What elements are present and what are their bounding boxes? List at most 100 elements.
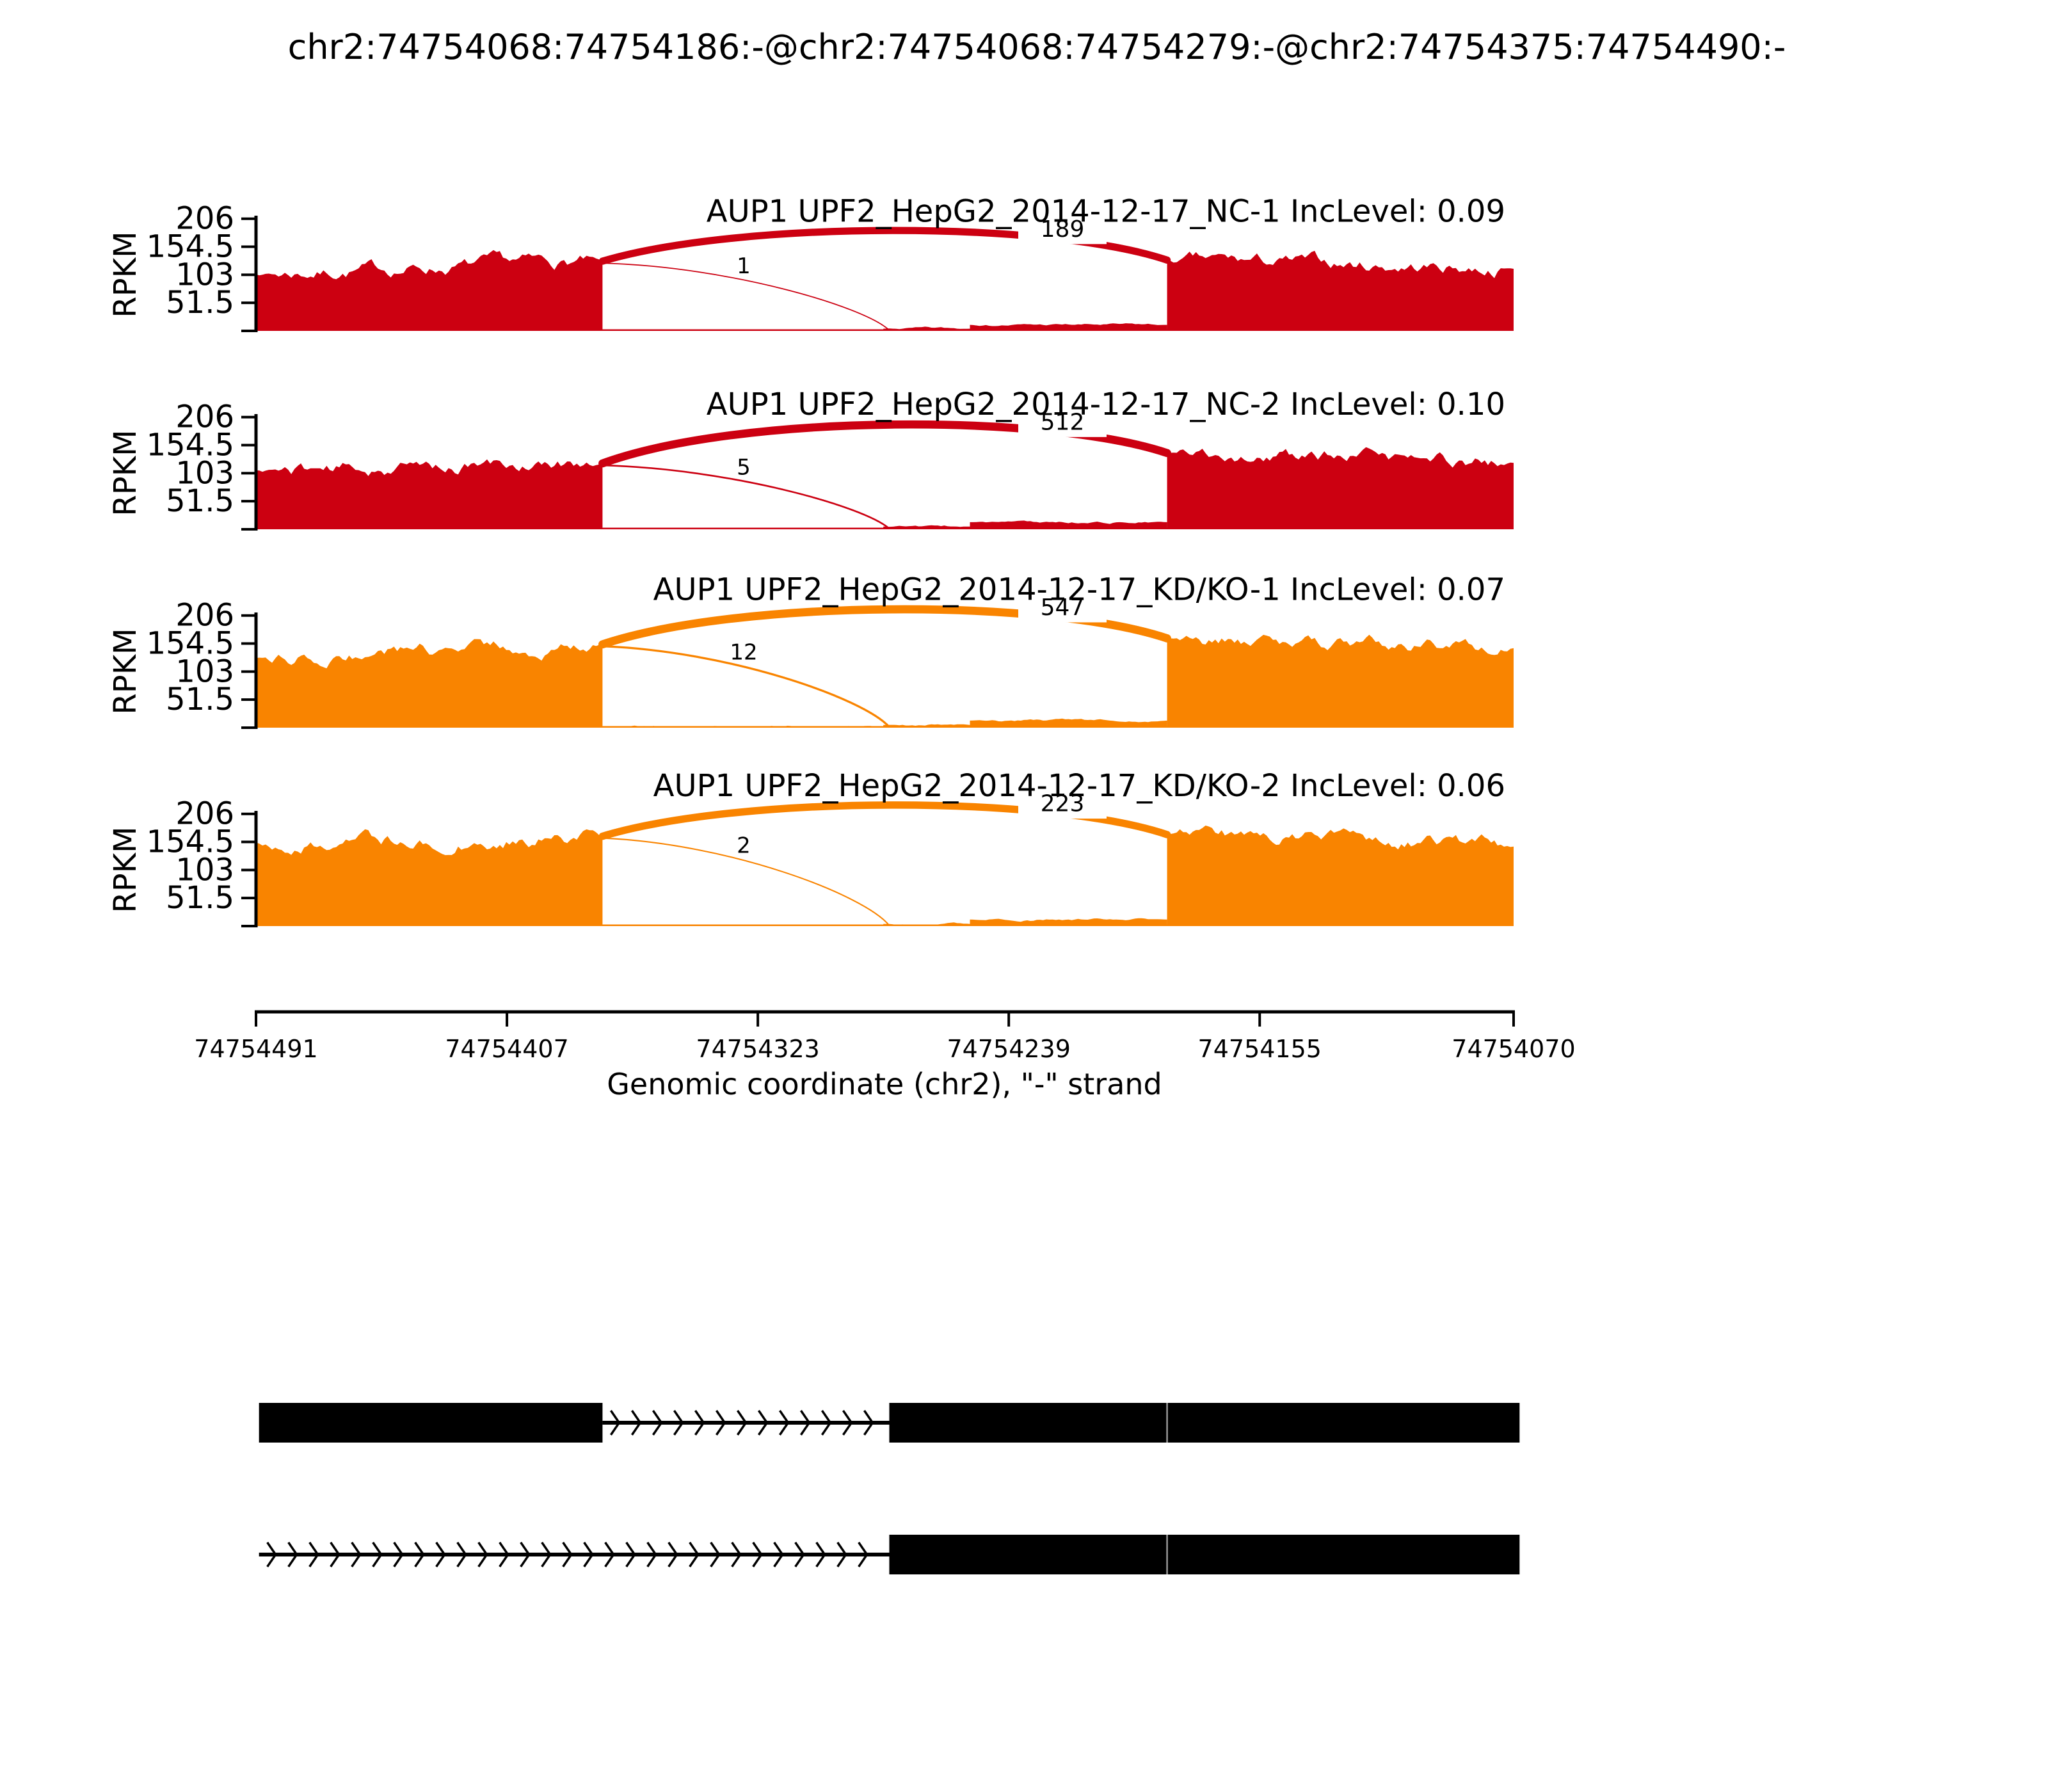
strand-arrow-icon (372, 1542, 383, 1567)
junction-count-gap (1018, 593, 1107, 623)
coverage-baseline (256, 527, 1514, 529)
y-tick-label: 154.5 (147, 428, 234, 463)
strand-arrow-icon (815, 1542, 826, 1567)
coverage-area (256, 459, 603, 529)
strand-arrow-icon (731, 1542, 742, 1567)
strand-arrow-icon (757, 1410, 769, 1436)
strand-arrow-icon (609, 1410, 621, 1436)
y-tick-label: 103 (175, 653, 234, 689)
strand-arrow-icon (351, 1542, 362, 1567)
y-tick-label: 51.5 (166, 483, 234, 519)
y-tick-label: 154.5 (147, 824, 234, 860)
strand-arrow-icon (541, 1542, 552, 1567)
strand-arrow-icon (863, 1410, 874, 1436)
junction-count-label: 12 (730, 639, 757, 665)
coverage-area (1167, 447, 1514, 529)
strand-arrow-icon (477, 1542, 488, 1567)
x-tick-label: 74754155 (1198, 1035, 1322, 1063)
x-axis-title: Genomic coordinate (chr2), "-" strand (607, 1067, 1162, 1101)
strand-arrow-icon (330, 1542, 340, 1567)
coverage-area (970, 323, 1167, 331)
strand-arrow-icon (604, 1542, 615, 1567)
junction-arc-major (598, 801, 1171, 840)
y-tick-label: 206 (175, 201, 234, 237)
strand-arrow-icon (562, 1542, 573, 1567)
junction-count-gap (1018, 214, 1107, 244)
strand-arrow-icon (689, 1542, 700, 1567)
track-title: AUP1 UPF2_HepG2_2014-12-17_NC-1 IncLevel… (707, 193, 1505, 229)
junction-count-gap (1018, 407, 1107, 437)
coverage-area (256, 250, 603, 331)
x-tick-label: 74754239 (947, 1035, 1070, 1063)
transcript-exon (889, 1403, 1520, 1443)
coverage-area (256, 639, 603, 728)
y-tick-label: 51.5 (166, 682, 234, 717)
strand-arrow-icon (778, 1410, 790, 1436)
y-tick-label: 51.5 (166, 880, 234, 916)
y-tick-label: 154.5 (147, 626, 234, 662)
coverage-area (1167, 250, 1514, 331)
y-tick-label: 206 (175, 399, 234, 435)
coverage-area (1167, 825, 1514, 926)
strand-arrow-icon (858, 1542, 868, 1567)
strand-arrow-icon (799, 1410, 811, 1436)
strand-arrow-icon (836, 1542, 847, 1567)
coverage-area (256, 829, 603, 926)
x-tick-label: 74754323 (696, 1035, 819, 1063)
junction-arc-major (598, 605, 1171, 649)
y-axis-title: RPKM (108, 628, 143, 714)
strand-arrow-icon (710, 1542, 721, 1567)
track-title: AUP1 UPF2_HepG2_2014-12-17_KD/KO-1 IncLe… (653, 572, 1505, 607)
strand-arrow-icon (652, 1410, 663, 1436)
y-tick-label: 51.5 (166, 285, 234, 321)
track-title: AUP1 UPF2_HepG2_2014-12-17_KD/KO-2 IncLe… (653, 768, 1505, 804)
junction-count-label: 512 (1041, 409, 1085, 435)
strand-arrow-icon (752, 1542, 763, 1567)
transcript-exon (889, 1535, 1520, 1574)
x-tick-label: 74754407 (445, 1035, 568, 1063)
x-tick-label: 74754070 (1452, 1035, 1575, 1063)
strand-arrow-icon (820, 1410, 832, 1436)
strand-arrow-icon (668, 1542, 678, 1567)
coverage-baseline (256, 329, 1514, 331)
transcript-exon (259, 1403, 603, 1443)
strand-arrow-icon (625, 1542, 636, 1567)
junction-count-label: 2 (737, 833, 751, 858)
strand-arrow-icon (583, 1542, 594, 1567)
junction-count-label: 5 (737, 455, 751, 481)
coverage-area (970, 918, 1167, 926)
junction-arc-minor (602, 645, 890, 728)
strand-arrow-icon (266, 1542, 277, 1567)
coverage-area (1167, 634, 1514, 728)
junction-arc-major (598, 227, 1171, 265)
y-tick-label: 154.5 (147, 229, 234, 265)
figure-title: chr2:74754068:74754186:-@chr2:74754068:7… (288, 27, 1786, 67)
strand-arrow-icon (393, 1542, 404, 1567)
strand-arrow-icon (794, 1542, 805, 1567)
strand-arrow-icon (773, 1542, 784, 1567)
y-tick-label: 206 (175, 598, 234, 634)
coverage-baseline (256, 726, 1514, 728)
coverage-baseline (256, 924, 1514, 926)
y-axis-title: RPKM (108, 429, 143, 516)
y-tick-label: 103 (175, 852, 234, 888)
junction-count-label: 223 (1041, 791, 1085, 817)
strand-arrow-icon (414, 1542, 425, 1567)
strand-arrow-icon (694, 1410, 705, 1436)
strand-arrow-icon (736, 1410, 748, 1436)
x-tick-label: 74754491 (194, 1035, 317, 1063)
strand-arrow-icon (520, 1542, 531, 1567)
y-tick-label: 103 (175, 257, 234, 292)
strand-arrow-icon (715, 1410, 726, 1436)
strand-arrow-icon (287, 1542, 298, 1567)
junction-count-label: 547 (1041, 595, 1085, 621)
y-axis-title: RPKM (108, 231, 143, 317)
junction-count-gap (1018, 789, 1107, 819)
junction-arc-minor (602, 837, 890, 926)
y-tick-label: 103 (175, 455, 234, 491)
junction-arc-major (598, 420, 1171, 468)
strand-arrow-icon (673, 1410, 684, 1436)
strand-arrow-icon (435, 1542, 446, 1567)
